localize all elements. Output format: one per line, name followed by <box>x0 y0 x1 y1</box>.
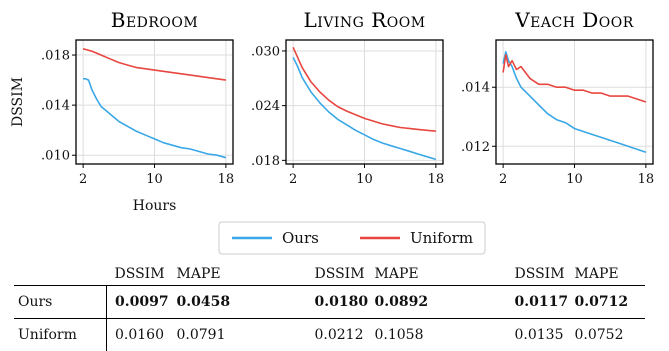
y-tick-label: .030 <box>251 44 280 59</box>
chart-title: Veach Door <box>514 8 634 32</box>
chart-panel: Bedroom 2 10 18 .010 .014 .018 Hours DSSIM <box>10 8 234 214</box>
chart-panel: Veach Door 2 10 18 .012 .014 <box>461 8 654 187</box>
x-tick-label: 10 <box>356 172 373 187</box>
value-cell: 0.0752 <box>575 319 645 351</box>
value-cell: 0.0097 <box>107 286 177 319</box>
legend-label: Ours <box>282 229 319 247</box>
value-cell: 0.0458 <box>177 286 315 319</box>
value-cell: 0.1058 <box>375 319 515 351</box>
x-axis-label: Hours <box>133 198 177 214</box>
legend-label: Uniform <box>410 229 473 247</box>
chart-title: Bedroom <box>111 8 198 32</box>
col-header-mape: MAPE <box>375 263 515 286</box>
row-label: Ours <box>14 286 107 319</box>
x-tick-label: 2 <box>499 172 507 187</box>
metrics-table: DSSIM MAPE DSSIM MAPE DSSIM MAPE Ours 0.… <box>14 263 645 351</box>
col-header-dssim: DSSIM <box>515 263 575 286</box>
value-cell: 0.0212 <box>315 319 375 351</box>
y-tick-label: .024 <box>251 99 280 114</box>
x-tick-label: 2 <box>79 172 87 187</box>
value-cell: 0.0160 <box>107 319 177 351</box>
x-tick-label: 2 <box>289 172 297 187</box>
x-tick-label: 18 <box>218 172 235 187</box>
y-tick-label: .014 <box>41 99 70 114</box>
chart-title: Living Room <box>303 8 425 32</box>
table-row: Ours 0.0097 0.0458 0.0180 0.0892 0.0117 … <box>14 286 645 319</box>
y-tick-label: .018 <box>251 154 280 169</box>
x-tick-label: 18 <box>638 172 655 187</box>
y-tick-label: .014 <box>461 81 490 96</box>
col-header-dssim: DSSIM <box>315 263 375 286</box>
y-axis-label: DSSIM <box>10 77 26 127</box>
legend: Ours Uniform <box>219 222 485 254</box>
value-cell: 0.0712 <box>575 286 645 319</box>
value-cell: 0.0892 <box>375 286 515 319</box>
x-tick-label: 18 <box>428 172 445 187</box>
value-cell: 0.0135 <box>515 319 575 351</box>
y-tick-label: .012 <box>461 140 490 155</box>
value-cell: 0.0180 <box>315 286 375 319</box>
col-header-mape: MAPE <box>575 263 645 286</box>
x-tick-label: 10 <box>566 172 583 187</box>
x-tick-label: 10 <box>146 172 163 187</box>
y-tick-label: .010 <box>41 149 70 164</box>
col-header-mape: MAPE <box>177 263 315 286</box>
col-header-dssim: DSSIM <box>107 263 177 286</box>
figure: Bedroom 2 10 18 .010 .014 .018 Hours DSSIM Living… <box>0 0 669 260</box>
row-label: Uniform <box>14 319 107 351</box>
chart-panel: Living Room 2 10 18 .018 .024 .030 <box>251 8 444 187</box>
y-tick-label: .018 <box>41 49 70 64</box>
table-row: Uniform 0.0160 0.0791 0.0212 0.1058 0.01… <box>14 319 645 351</box>
value-cell: 0.0791 <box>177 319 315 351</box>
value-cell: 0.0117 <box>515 286 575 319</box>
table-header-row: DSSIM MAPE DSSIM MAPE DSSIM MAPE <box>14 263 645 286</box>
